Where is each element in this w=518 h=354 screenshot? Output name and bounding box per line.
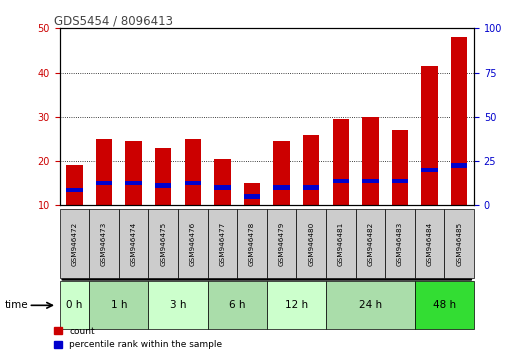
Bar <box>362 179 379 183</box>
Bar <box>274 141 290 205</box>
Bar <box>214 185 231 190</box>
Text: 24 h: 24 h <box>359 300 382 310</box>
Bar <box>214 159 231 205</box>
Text: GSM946481: GSM946481 <box>338 221 344 266</box>
Bar <box>303 135 319 205</box>
Text: GSM946485: GSM946485 <box>456 221 462 266</box>
Bar <box>96 181 112 185</box>
Text: GSM946480: GSM946480 <box>308 221 314 266</box>
Text: GDS5454 / 8096413: GDS5454 / 8096413 <box>54 14 174 27</box>
Bar <box>244 183 260 205</box>
Bar <box>66 188 82 192</box>
Bar <box>244 194 260 199</box>
Bar <box>125 141 142 205</box>
Bar <box>155 183 171 188</box>
Bar <box>274 185 290 190</box>
Bar <box>362 117 379 205</box>
Bar <box>422 168 438 172</box>
Legend: count, percentile rank within the sample: count, percentile rank within the sample <box>54 327 222 349</box>
Bar <box>422 66 438 205</box>
Text: GSM946482: GSM946482 <box>367 221 373 266</box>
Bar <box>392 130 408 205</box>
Bar <box>125 181 142 185</box>
Text: GSM946473: GSM946473 <box>101 221 107 266</box>
Text: 3 h: 3 h <box>170 300 186 310</box>
Bar <box>451 163 467 168</box>
Text: GSM946472: GSM946472 <box>71 221 77 266</box>
Bar <box>333 119 349 205</box>
Text: 12 h: 12 h <box>285 300 308 310</box>
Text: time: time <box>5 300 29 310</box>
Bar <box>184 139 201 205</box>
Text: GSM946477: GSM946477 <box>219 221 225 266</box>
Bar <box>303 185 319 190</box>
Text: GSM946478: GSM946478 <box>249 221 255 266</box>
Text: GSM946484: GSM946484 <box>426 221 433 266</box>
Text: 1 h: 1 h <box>110 300 127 310</box>
Bar <box>184 181 201 185</box>
Bar <box>451 37 467 205</box>
Text: GSM946474: GSM946474 <box>131 221 137 266</box>
Text: 48 h: 48 h <box>433 300 456 310</box>
Text: 6 h: 6 h <box>229 300 246 310</box>
Text: GSM946483: GSM946483 <box>397 221 403 266</box>
Text: GSM946476: GSM946476 <box>190 221 196 266</box>
Bar <box>333 179 349 183</box>
Bar <box>155 148 171 205</box>
Text: GSM946479: GSM946479 <box>279 221 284 266</box>
Text: 0 h: 0 h <box>66 300 82 310</box>
Bar <box>66 166 82 205</box>
Bar <box>96 139 112 205</box>
Text: GSM946475: GSM946475 <box>160 221 166 266</box>
Bar <box>392 179 408 183</box>
